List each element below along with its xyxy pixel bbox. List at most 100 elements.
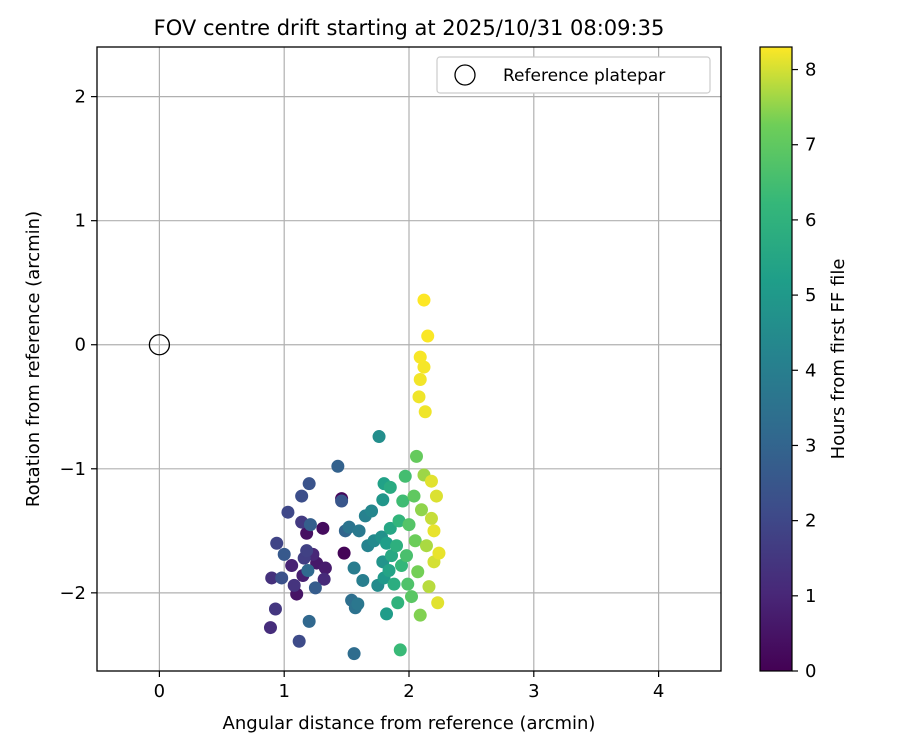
x-tick-label: 1: [278, 681, 289, 702]
data-point: [413, 350, 427, 364]
data-point: [401, 577, 415, 591]
data-point: [292, 634, 306, 648]
legend: Reference platepar: [436, 56, 711, 94]
data-point: [365, 504, 379, 518]
data-point: [318, 561, 332, 575]
data-point: [347, 561, 361, 575]
reference-marker: [148, 334, 171, 356]
data-point: [424, 474, 438, 488]
legend-box: [436, 56, 711, 94]
data-point: [383, 480, 397, 494]
data-point: [418, 405, 432, 419]
data-point: [295, 489, 309, 503]
data-point: [390, 539, 404, 553]
data-point: [372, 430, 386, 444]
data-point: [268, 602, 282, 616]
data-point: [275, 571, 289, 585]
data-point: [342, 520, 356, 534]
x-axis-label: Angular distance from reference (arcmin): [223, 713, 596, 734]
data-point: [412, 390, 426, 404]
data-point: [419, 539, 433, 553]
colorbar-tick-label: 7: [805, 135, 816, 156]
data-point: [411, 565, 425, 579]
legend-marker-reference: [454, 64, 476, 86]
scatter-points: [263, 293, 446, 661]
data-point: [395, 559, 409, 573]
data-point: [432, 546, 446, 560]
grid-lines: [97, 47, 721, 671]
colorbar-ticks: 0 1 2 3 4 5 6 7 8: [792, 60, 816, 682]
data-point: [347, 647, 361, 661]
x-tick-label: 0: [154, 681, 165, 702]
y-tick-label: 0: [75, 335, 86, 356]
data-point: [380, 536, 394, 550]
data-point: [302, 477, 316, 491]
data-point: [352, 524, 366, 538]
colorbar-label: Hours from first FF file: [828, 259, 849, 460]
data-point: [287, 578, 301, 592]
y-tick-label: −2: [59, 583, 86, 604]
data-point: [281, 505, 295, 519]
data-point: [417, 360, 431, 374]
data-point: [380, 607, 394, 621]
data-point: [317, 572, 331, 586]
data-point: [393, 643, 407, 657]
chart-title: FOV centre drift starting at 2025/10/31 …: [154, 16, 665, 40]
data-point: [414, 503, 428, 517]
x-tick-label: 2: [403, 681, 414, 702]
data-point: [391, 596, 405, 610]
data-point: [376, 493, 390, 507]
data-point: [421, 329, 435, 343]
colorbar-tick-label: 2: [805, 511, 816, 532]
legend-label-reference: Reference platepar: [503, 66, 665, 86]
y-axis-ticks: −2 −1 0 1 2: [59, 87, 97, 604]
data-point: [302, 614, 316, 628]
colorbar-tick-label: 3: [805, 435, 816, 456]
y-tick-label: 2: [75, 87, 86, 108]
colorbar-tick-label: 6: [805, 210, 816, 231]
data-point: [351, 597, 365, 611]
data-point: [404, 590, 418, 604]
x-tick-label: 3: [528, 681, 539, 702]
data-point: [316, 521, 330, 535]
x-axis-ticks: 0 1 2 3 4: [154, 671, 664, 702]
data-point: [308, 581, 322, 595]
x-tick-label: 4: [653, 681, 664, 702]
data-point: [398, 469, 412, 483]
colorbar-tick-label: 4: [805, 360, 816, 381]
data-point: [300, 544, 314, 558]
colorbar-tick-label: 1: [805, 586, 816, 607]
data-point: [385, 549, 399, 563]
data-point: [422, 580, 436, 594]
data-point: [331, 459, 345, 473]
data-point: [400, 549, 414, 563]
data-point: [383, 521, 397, 535]
y-axis-label: Rotation from reference (arcmin): [23, 211, 44, 507]
data-point: [427, 524, 441, 538]
colorbar-gradient: [759, 46, 793, 672]
colorbar-tick-label: 0: [805, 661, 816, 682]
data-point: [303, 518, 317, 532]
data-point: [429, 489, 443, 503]
data-point: [265, 571, 279, 585]
data-point: [263, 621, 277, 635]
data-point: [392, 514, 406, 528]
data-point: [356, 573, 370, 587]
data-point: [396, 494, 410, 508]
colorbar-tick-label: 8: [805, 60, 816, 81]
data-point: [285, 559, 299, 573]
reference-group: [148, 334, 171, 356]
data-point: [277, 547, 291, 561]
data-point: [409, 449, 423, 463]
data-point: [408, 534, 422, 548]
colorbar: 0 1 2 3 4 5 6 7 8 Hours from first FF file: [759, 46, 849, 682]
data-point: [301, 564, 315, 578]
data-point: [413, 608, 427, 622]
colorbar-tick-label: 5: [805, 285, 816, 306]
data-point: [417, 293, 431, 307]
data-point: [431, 596, 445, 610]
data-point: [387, 577, 401, 591]
data-point: [424, 511, 438, 525]
data-point: [335, 494, 349, 508]
